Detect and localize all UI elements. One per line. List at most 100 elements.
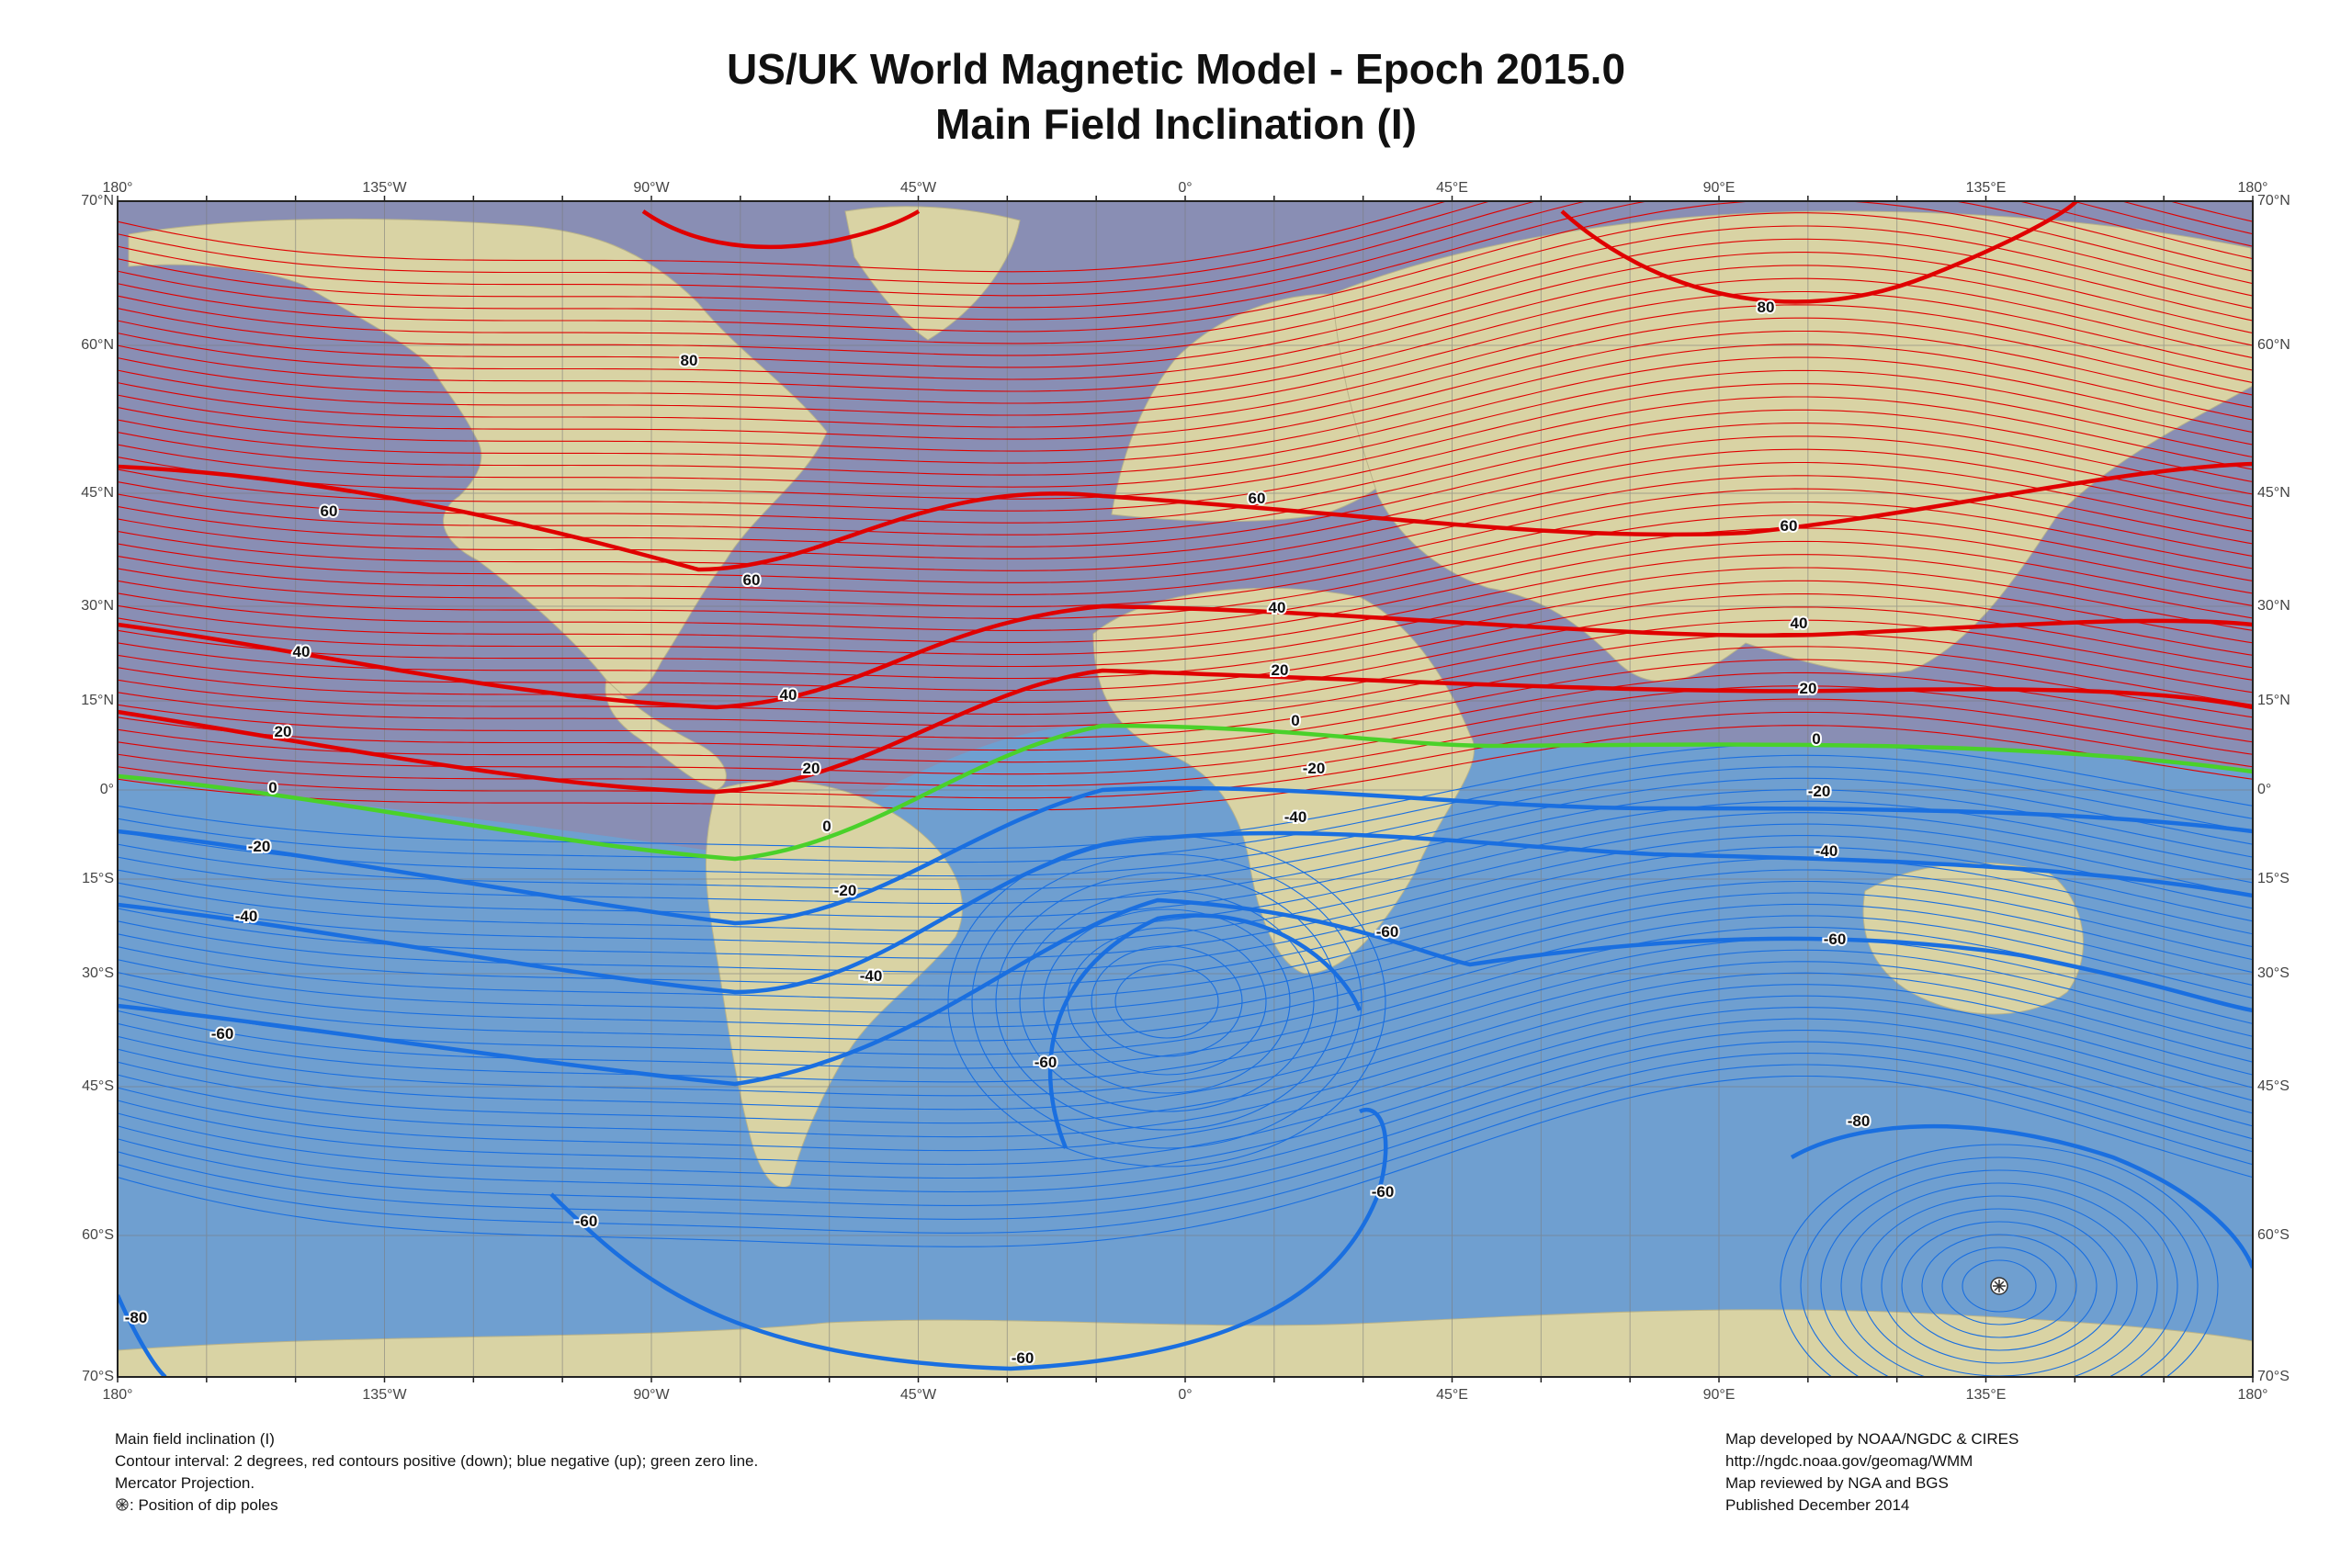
south-dip-pole-marker: [1990, 1277, 2008, 1295]
contour-80-west: [641, 209, 921, 250]
zero-contour: [118, 723, 2253, 862]
positive-contour-line: [118, 423, 2253, 536]
longitude-label: 0°: [1178, 1387, 1193, 1403]
longitude-label: 45°E: [1436, 1387, 1468, 1403]
contour-value-label: 40: [1791, 615, 1808, 632]
contour-lines: [118, 201, 2253, 1377]
contour-value-label: 40: [1269, 599, 1286, 616]
legend-line-3: Mercator Projection.: [115, 1474, 255, 1492]
latitude-label-right: 15°S: [2257, 871, 2290, 886]
contour-value-label: 20: [803, 760, 820, 777]
negative-contour-line: [118, 1041, 2253, 1206]
negative-contour-line: [118, 915, 2253, 1055]
latitude-label-right: 70°N: [2257, 193, 2290, 209]
negative-contour-line: [118, 823, 2253, 945]
contour-value-label: -60: [1372, 1183, 1395, 1201]
contour-value-label: 40: [293, 643, 311, 660]
dip-pole-legend-icon: [115, 1496, 130, 1511]
negative-contour-line: [118, 766, 2253, 877]
negative-contour-line: [118, 869, 2253, 1000]
dip-pole-legend-label: : Position of dip poles: [130, 1496, 278, 1514]
south-atlantic-contour-loop: [1091, 945, 1243, 1057]
positive-contour-line: [118, 265, 2253, 392]
positive-contour-line: [118, 238, 2253, 368]
positive-contour-line: [118, 201, 2253, 309]
negative-contour-line: [118, 800, 2253, 918]
positive-contour-line: [118, 201, 2253, 333]
legend-line-1: Main field inclination (I): [115, 1430, 275, 1448]
contour-value-label: -40: [235, 908, 258, 925]
map-title: US/UK World Magnetic Model - Epoch 2015.…: [726, 45, 1626, 93]
credit-line-1: Map developed by NOAA/NGDC & CIRES: [1725, 1430, 2019, 1448]
credits: Map developed by NOAA/NGDC & CIRES http:…: [1725, 1428, 2018, 1517]
south-atlantic-contour-loop: [1114, 964, 1219, 1039]
latitude-label-left: 45°S: [82, 1078, 114, 1094]
contour-value-label: -60: [1035, 1054, 1057, 1071]
contour-value-label: -60: [1012, 1349, 1035, 1367]
latitude-label-right: 45°S: [2257, 1078, 2290, 1094]
negative-contour-line: [118, 949, 2253, 1097]
negative-contour-line: [118, 892, 2253, 1028]
dip-pole-contour-loop: [1962, 1259, 2037, 1313]
contour-minus-40: [118, 830, 2253, 995]
dip-pole-contour-loop: [1941, 1247, 2057, 1325]
positive-contour-line: [118, 646, 2253, 739]
contour-value-label: 60: [321, 502, 338, 520]
latitude-label-left: 15°S: [82, 871, 114, 886]
latitude-label-right: 15°N: [2257, 693, 2290, 708]
negative-contour-line: [118, 903, 2253, 1042]
negative-contour-line: [118, 835, 2253, 959]
longitude-label: 180°: [102, 180, 133, 196]
positive-contour-line: [118, 448, 2253, 559]
positive-contour-line: [118, 290, 2253, 416]
positive-contour-line: [118, 383, 2253, 500]
latitude-label-right: 70°S: [2257, 1369, 2290, 1384]
contour-value-label: -60: [1376, 923, 1399, 941]
positive-contour-line: [118, 659, 2253, 751]
negative-contour-line: [118, 880, 2253, 1014]
positive-contour-line: [118, 356, 2253, 476]
dip-pole-contour-loop: [1921, 1234, 2077, 1338]
positive-contour-line: [118, 632, 2253, 728]
longitude-label: 90°W: [633, 180, 670, 196]
contour-value-labels: 80 80 60 60 60 60 40 40 40 40 20 20 20 20 0 0 0 0 -20 -20 -2…: [123, 297, 1872, 1369]
longitude-label: 45°W: [899, 180, 937, 196]
latitude-label-right: 30°S: [2257, 965, 2290, 981]
contour-20: [118, 668, 2253, 795]
contour-value-label: 20: [1272, 661, 1289, 679]
negative-contour-line: [118, 1018, 2253, 1179]
contour-value-label: 40: [780, 686, 797, 704]
negative-contour-line: [118, 1052, 2253, 1220]
latitude-label-left: 45°N: [81, 485, 114, 501]
positive-contour-line: [118, 698, 2253, 787]
positive-contour-line: [118, 304, 2253, 428]
longitude-label: 180°: [102, 1387, 133, 1403]
positive-contour-line: [118, 527, 2253, 631]
longitude-label: 180°: [2237, 1387, 2268, 1403]
contour-value-label: 20: [1800, 680, 1817, 697]
contour-value-label: -80: [125, 1309, 148, 1326]
positive-contour-line: [118, 488, 2253, 595]
positive-contour-line: [118, 330, 2253, 452]
latitude-label-right: 30°N: [2257, 598, 2290, 614]
negative-contour-line: [118, 1075, 2253, 1247]
longitude-label: 135°W: [362, 180, 407, 196]
negative-contour-line: [118, 926, 2253, 1069]
contour-value-label: 20: [275, 723, 292, 740]
contour-value-label: 80: [681, 352, 698, 369]
legend-line-2: Contour interval: 2 degrees, red contour…: [115, 1452, 759, 1470]
positive-contour-line: [118, 540, 2253, 643]
dip-pole-contour-loop: [1840, 1182, 2158, 1377]
positive-contour-line: [118, 501, 2253, 607]
contour-value-label: -60: [211, 1025, 234, 1043]
positive-contour-line: [118, 475, 2253, 583]
positive-contour-line: [118, 317, 2253, 440]
dip-pole-contour-loop: [1800, 1156, 2199, 1377]
contour-value-label: -80: [1848, 1112, 1871, 1130]
contour-value-label: -20: [1808, 783, 1831, 800]
contour-value-label: -40: [860, 967, 883, 985]
longitude-label: 135°W: [362, 1387, 407, 1403]
contour-value-label: -20: [248, 838, 271, 855]
contour-value-label: -60: [1824, 931, 1847, 948]
